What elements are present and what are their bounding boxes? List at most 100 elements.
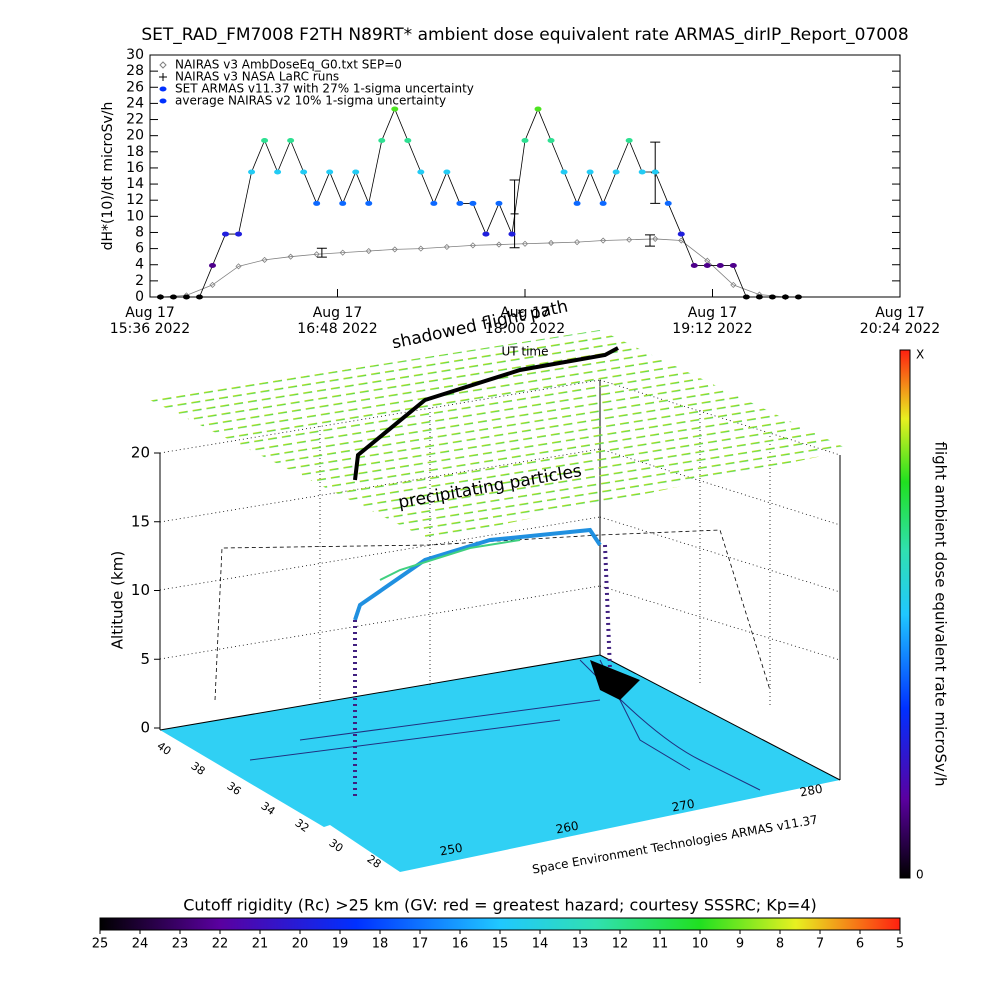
point	[599, 200, 607, 206]
x-tick-label: 15:36 2022	[110, 321, 190, 337]
cutoff-tick-label: 18	[372, 937, 389, 952]
legend-label: average NAIRAS v2 10% 1-sigma uncertaint…	[175, 94, 446, 108]
point	[339, 200, 347, 206]
point	[156, 294, 164, 300]
cutoff-tick-label: 6	[856, 937, 864, 952]
point	[195, 294, 203, 300]
point	[586, 169, 594, 175]
longitude-label: 250	[439, 841, 464, 859]
point	[547, 138, 555, 144]
point	[521, 240, 529, 247]
cutoff-tick-label: 14	[532, 937, 549, 952]
point	[730, 281, 737, 288]
dose-colorbar	[899, 349, 911, 879]
altitude-tick-label: 10	[131, 581, 150, 599]
y-tick-label: 2	[135, 273, 144, 289]
y-tick-label: 18	[126, 144, 144, 160]
point	[703, 263, 711, 269]
y-tick-label: 8	[135, 224, 144, 240]
point	[664, 200, 672, 206]
altitude-tick-label: 0	[140, 719, 150, 737]
y-axis-label: dH*(10)/dt microSv/h	[100, 102, 116, 251]
cutoff-tick-label: 17	[412, 937, 429, 952]
point	[261, 138, 269, 144]
point	[690, 263, 698, 269]
legend-symbol	[159, 98, 167, 104]
cutoff-tick-label: 22	[212, 937, 229, 952]
series-line	[160, 108, 799, 298]
terminal-area	[590, 660, 640, 700]
shadowed-path	[353, 346, 619, 481]
x-tick-label: 19:12 2022	[672, 321, 752, 337]
point	[716, 263, 724, 269]
point	[235, 263, 242, 270]
point	[300, 169, 308, 175]
point	[729, 263, 737, 269]
y-tick-label: 14	[126, 176, 144, 192]
cutoff-title: Cutoff rigidity (Rc) >25 km (GV: red = g…	[183, 896, 817, 915]
point	[182, 294, 190, 300]
point	[638, 169, 646, 175]
point	[678, 237, 685, 244]
y-tick-label: 26	[126, 79, 144, 95]
point	[794, 294, 802, 300]
point	[534, 106, 542, 112]
point	[612, 169, 620, 175]
cutoff-tick-label: 10	[692, 937, 709, 952]
map-floor	[160, 655, 840, 872]
point	[417, 245, 424, 252]
point	[222, 231, 230, 237]
legend-symbol	[159, 73, 167, 81]
point	[781, 294, 789, 300]
point	[248, 169, 256, 175]
legend-label: NAIRAS v3 NASA LaRC runs	[175, 70, 339, 84]
point	[755, 294, 763, 300]
cutoff-tick-label: 11	[652, 937, 669, 952]
error-bar	[316, 247, 327, 258]
y-tick-label: 30	[126, 47, 144, 63]
point	[391, 106, 399, 112]
series-line	[160, 238, 786, 298]
cutoff-tick-label: 5	[896, 937, 904, 952]
longitude-label: 270	[671, 797, 696, 815]
point	[352, 169, 360, 175]
altitude-tick-label: 20	[131, 444, 150, 462]
legend-label: NAIRAS v3 AmbDoseEq_G0.txt SEP=0	[175, 58, 402, 72]
longitude-label: 280	[799, 782, 824, 800]
point	[209, 263, 216, 269]
point	[417, 169, 425, 175]
legend-symbol	[159, 86, 167, 92]
latitude-label: 38	[189, 759, 208, 778]
x-tick-label: 18:00 2022	[485, 321, 565, 337]
point	[652, 235, 659, 242]
point	[443, 169, 451, 175]
point	[443, 243, 450, 251]
point	[261, 256, 268, 263]
y-tick-label: 4	[135, 257, 144, 273]
latitude-label: 36	[225, 779, 244, 798]
cutoff-tick-label: 24	[132, 937, 149, 952]
point	[313, 200, 321, 206]
point	[365, 247, 372, 255]
point	[391, 246, 398, 253]
point	[495, 200, 503, 206]
cutoff-colorbar	[99, 917, 901, 931]
error-bar	[645, 234, 655, 247]
point	[169, 294, 177, 300]
point	[469, 242, 476, 249]
y-tick-label: 16	[126, 160, 144, 176]
flight-path-high	[379, 539, 521, 581]
ground-track-shadow	[214, 529, 771, 701]
x-tick-label: Aug 17	[688, 305, 738, 321]
x-tick-label: Aug 17	[875, 305, 925, 321]
particle-plane	[150, 330, 850, 540]
dose-colorbar-top: X	[916, 348, 924, 362]
y-tick-label: 12	[126, 192, 144, 208]
point	[521, 138, 529, 144]
y-tick-label: 22	[126, 112, 144, 128]
point	[573, 200, 581, 206]
point	[768, 294, 776, 300]
point	[430, 200, 438, 206]
point	[365, 200, 373, 206]
